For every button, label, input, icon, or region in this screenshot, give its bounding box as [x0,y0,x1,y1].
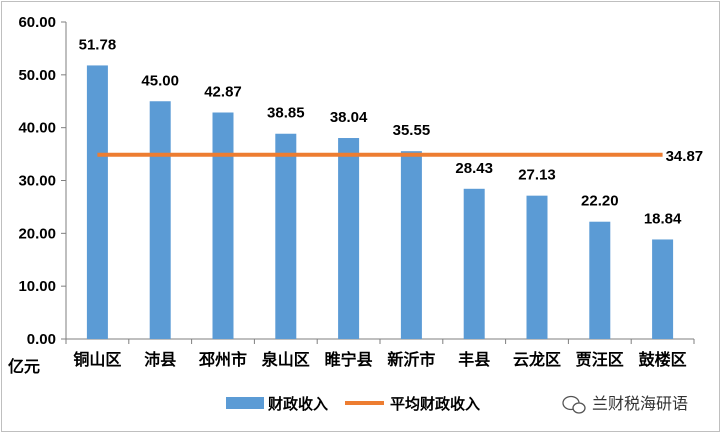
y-tick-label: 10.00 [18,278,56,295]
y-tick-label: 30.00 [18,173,56,190]
x-tick-label: 新沂市 [387,350,435,369]
bar [149,101,171,339]
x-tick-label: 云龙区 [513,350,561,369]
y-tick-label: 20.00 [18,225,56,242]
watermark: 兰财税海研语 [562,394,688,414]
average-line-label: 34.87 [666,148,704,165]
unit-label: 亿元 [8,357,40,376]
legend-bar-label: 财政收入 [268,395,328,413]
x-tick-labels: 铜山区 沛县 邳州市 泉山区 睢宁县 新沂市 丰县 云龙区 贾汪区 鼓楼区 [73,350,686,369]
bar [400,151,422,339]
y-ticks: 0.00 10.00 20.00 30.00 40.00 50.00 60.00 [18,14,66,348]
bar [463,188,485,339]
legend-bar-swatch [226,397,264,409]
x-tick-label: 铜山区 [73,350,121,369]
bar-value-label: 38.04 [330,109,368,126]
watermark-text: 兰财税海研语 [592,394,688,413]
x-tick-label: 贾汪区 [576,350,624,369]
bar [275,133,297,339]
y-tick-label: 60.00 [18,14,56,31]
legend-line-label: 平均财政收入 [390,395,480,413]
bar-value-label: 28.43 [455,160,493,177]
bar [86,65,108,339]
bar [652,239,674,339]
bars [65,65,695,344]
bar-value-label: 27.13 [518,167,556,184]
bar [338,138,360,339]
y-tick-label: 40.00 [18,120,56,137]
bar-value-label: 51.78 [79,36,117,53]
bar [526,195,548,339]
bar-value-label: 42.87 [204,84,242,101]
x-tick-label: 泉山区 [262,350,310,369]
x-tick-label: 沛县 [144,350,176,369]
data-labels: 51.78 45.00 42.87 38.85 38.04 35.55 28.43 27.13… [79,36,682,227]
wechat-icon [562,395,586,414]
legend: 财政收入 平均财政收入 [226,395,480,413]
y-tick-label: 50.00 [18,67,56,84]
x-tick-label: 丰县 [458,350,490,369]
bar-value-label: 35.55 [393,122,431,139]
y-tick-label: 0.00 [27,331,56,348]
x-tick-label: 邳州市 [198,350,247,369]
bar [212,112,234,339]
bar-value-label: 18.84 [644,210,682,227]
x-tick-label: 睢宁县 [325,350,373,369]
bar [589,221,611,339]
bar-value-label: 38.85 [267,105,305,122]
x-tick-label: 鼓楼区 [639,350,687,369]
bar-value-label: 45.00 [141,72,179,89]
bar-value-label: 22.20 [581,193,619,210]
